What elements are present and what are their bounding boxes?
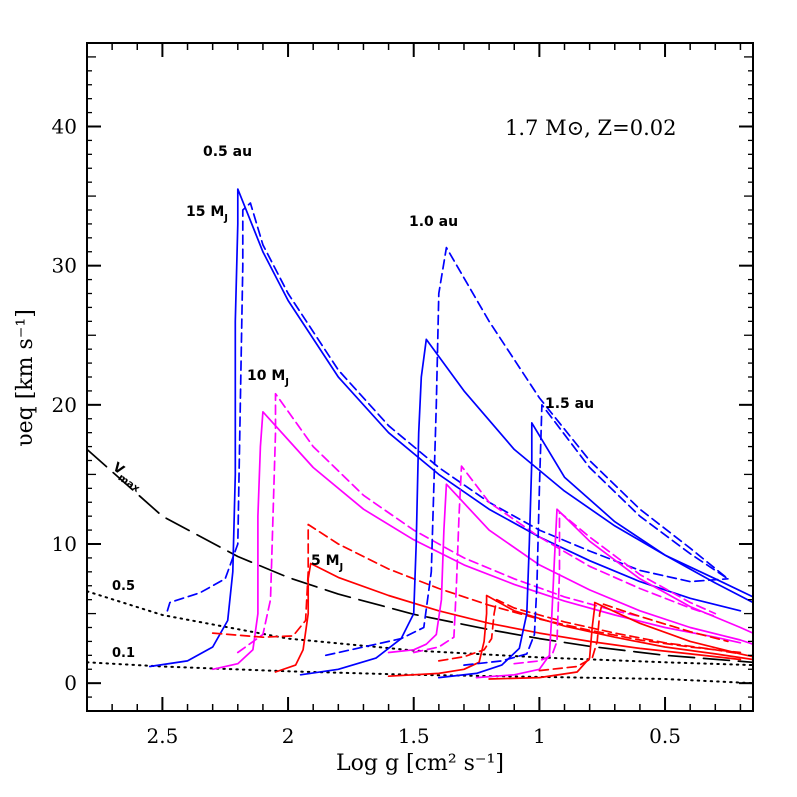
label-10-au: 1.0 au xyxy=(409,214,458,230)
series-line xyxy=(387,483,754,654)
series-line xyxy=(211,523,742,654)
x-tick-label: 1.5 xyxy=(398,724,430,748)
series-line xyxy=(387,594,754,678)
series-line xyxy=(513,511,717,665)
series-line xyxy=(148,188,742,668)
label-5-mj: 5 MJ xyxy=(311,553,343,573)
y-tick-label: 0 xyxy=(64,671,77,695)
series-line xyxy=(538,602,729,672)
series-line xyxy=(166,202,729,612)
series-line xyxy=(274,562,742,673)
y-tick-label: 30 xyxy=(52,254,77,278)
label-frac-01: 0.1 xyxy=(112,646,135,661)
label-15-mj: 15 MJ xyxy=(186,204,228,224)
plot-frame xyxy=(86,42,754,712)
y-tick-label: 20 xyxy=(52,393,77,417)
x-tick-label: 2 xyxy=(282,724,295,748)
series-line xyxy=(324,246,729,657)
label-frac-05: 0.5 xyxy=(112,579,135,594)
series-line xyxy=(463,403,729,666)
series-line xyxy=(437,422,754,679)
series-line xyxy=(299,338,754,676)
x-tick-label: 2.5 xyxy=(146,724,178,748)
label-05-au: 0.5 au xyxy=(203,144,252,160)
chart-title: 1.7 M⊙, Z=0.02 xyxy=(505,116,676,140)
series-line xyxy=(475,508,754,679)
y-tick-label: 10 xyxy=(52,532,77,556)
y-tick-label: 40 xyxy=(52,115,77,139)
label-10-mj: 10 MJ xyxy=(247,368,289,388)
x-axis-label: Log g [cm² s⁻¹] xyxy=(336,751,504,776)
y-axis-label: υeq [km s⁻¹] xyxy=(13,309,38,447)
x-tick-label: 0.5 xyxy=(649,724,681,748)
series-line xyxy=(236,392,641,654)
series-line xyxy=(488,601,754,680)
series-line xyxy=(412,465,717,654)
series-layer xyxy=(86,188,754,685)
series-line xyxy=(437,598,742,662)
label-15-au: 1.5 au xyxy=(545,396,594,412)
x-tick-label: 1 xyxy=(533,724,546,748)
